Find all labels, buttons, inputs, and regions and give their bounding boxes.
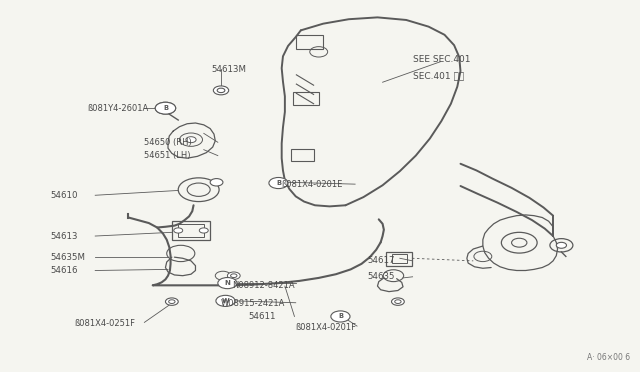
Text: ß081X4-0251F: ß081X4-0251F [74,320,135,328]
Circle shape [216,295,235,307]
Circle shape [218,278,237,289]
Circle shape [173,228,182,233]
Circle shape [227,272,240,279]
Text: B: B [338,314,343,320]
Circle shape [230,274,237,278]
Circle shape [556,242,566,248]
Circle shape [395,300,401,304]
Text: 54610: 54610 [51,191,78,200]
Text: ß081X4-0201F: ß081X4-0201F [296,323,356,332]
Text: SEC.401 参照: SEC.401 参照 [413,71,464,80]
Text: N: N [225,280,230,286]
Bar [296,35,323,49]
Text: A· 06×00 6: A· 06×00 6 [587,353,630,362]
Text: 54635: 54635 [367,272,395,281]
Bar [172,221,210,240]
Text: 54611: 54611 [248,312,276,321]
Circle shape [199,228,208,233]
Text: W: W [221,298,229,304]
Bar [291,149,314,161]
Text: B: B [276,180,281,186]
Circle shape [166,298,178,305]
Text: N08912-8421A: N08912-8421A [232,281,294,290]
Circle shape [217,88,225,93]
Text: 54617: 54617 [367,256,395,265]
Text: 54651 (LH): 54651 (LH) [145,151,191,160]
Text: 54613M: 54613M [211,65,246,74]
Circle shape [169,300,175,304]
Text: 54613: 54613 [51,231,78,241]
Circle shape [392,298,404,305]
Text: 54650 (RH): 54650 (RH) [145,138,192,147]
Circle shape [156,102,175,114]
Text: ß081Y4-2601A: ß081Y4-2601A [87,104,148,113]
Circle shape [186,137,196,142]
Circle shape [210,179,223,186]
Text: W08915-2421A: W08915-2421A [221,299,285,308]
Text: ß081X4-0201E: ß081X4-0201E [282,180,343,189]
Bar [293,92,319,105]
Bar [178,224,204,237]
Text: SEE SEC.401: SEE SEC.401 [413,55,470,64]
Text: B: B [163,105,168,111]
Circle shape [213,86,228,95]
Text: 54635M: 54635M [51,253,86,262]
Circle shape [331,311,350,322]
Bar [387,251,412,266]
Text: 54616: 54616 [51,266,78,275]
Circle shape [269,177,288,189]
Bar [392,254,407,263]
